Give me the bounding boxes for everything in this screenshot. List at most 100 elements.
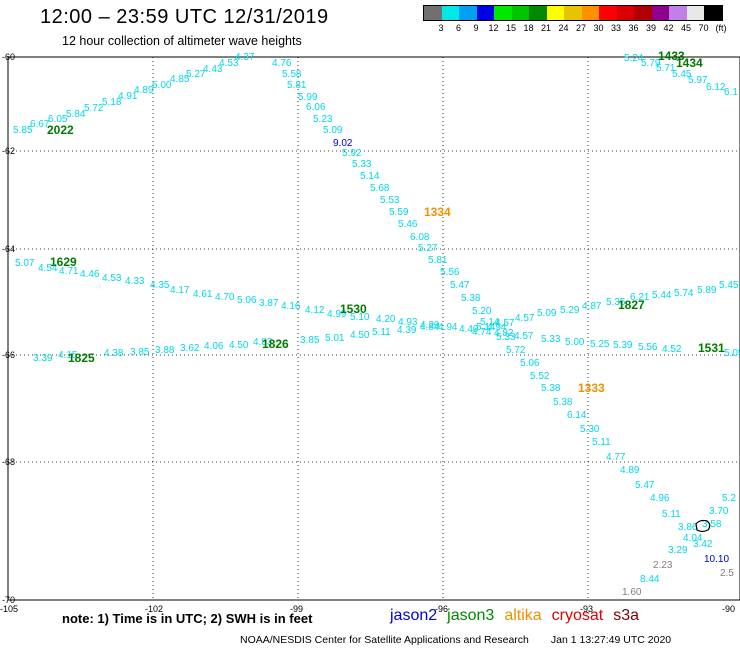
wave-height-label: 3.70 [709, 506, 729, 517]
wave-height-label: 5.11 [662, 509, 681, 520]
pass-time-label: 2022 [47, 123, 74, 137]
wave-height-label: 4.12 [305, 305, 325, 316]
wave-height-label: 5.58 [282, 69, 302, 80]
wave-height-label: 4.38 [104, 348, 124, 359]
wave-height-label: 4.46 [80, 269, 100, 280]
wave-height-label: 4.17 [170, 285, 190, 296]
wave-height-label: 1.60 [622, 587, 642, 598]
wave-height-label: 4.06 [204, 341, 224, 352]
map-frame [7, 56, 740, 601]
legend-tick-label: 42 [663, 23, 674, 33]
wave-height-label: 5.27 [186, 69, 206, 80]
wave-height-label: 10.10 [704, 554, 729, 565]
wave-height-label: 4.57 [514, 331, 534, 342]
color-legend: 3 6 9 12 15 18 21 24 27 30 33 36 39 42 45 70 (ft) [423, 5, 727, 35]
wave-height-label: 5.00 [152, 80, 172, 91]
wave-height-label: 5.35 [606, 297, 626, 308]
wave-height-label: 5.97 [688, 75, 708, 86]
wave-height-label: 4.40 [459, 324, 479, 335]
wave-height-label: 6.06 [306, 102, 326, 113]
wave-height-label: 5.53 [380, 195, 400, 206]
wave-height-label: 4.77 [606, 452, 626, 463]
wave-height-label: 5.30 [580, 424, 600, 435]
wave-height-label: 5.92 [342, 148, 362, 159]
wave-height-label: 5.14 [360, 171, 380, 182]
wave-height-label: 3.85 [300, 335, 320, 346]
credit-text: NOAA/NESDIS Center for Satellite Applica… [240, 634, 529, 646]
wave-height-label: 4.89 [134, 85, 154, 96]
legend-swatch [634, 6, 652, 20]
wave-height-label: 5.25 [590, 339, 610, 350]
wave-height-label: 5.52 [530, 371, 550, 382]
legend-tick-label: 45 [680, 23, 691, 33]
wave-height-label: 3.87 [259, 298, 279, 309]
satellite-name: cryosat [551, 607, 604, 624]
wave-height-label: 3.42 [693, 539, 713, 550]
axis-labels: -60 -62 -64 -66 -68 -70-105 -102 -99 -96 -93 -90 [0, 52, 735, 614]
wave-height-label: 2.5 [720, 568, 734, 579]
pass-time-label: 1826 [262, 337, 289, 351]
pass-time-label: 1433 [658, 49, 685, 63]
wave-height-label: 5.05 [724, 348, 740, 359]
wave-height-label: 2.23 [653, 560, 673, 571]
observation-labels: 5.856.676.055.845.725.184.914.895.004.85… [13, 49, 740, 598]
wave-height-label: 4.39 [397, 325, 417, 336]
wave-height-label: 4.04 [683, 533, 703, 544]
latitude-label: -60 [2, 52, 15, 62]
wave-height-label: 5.74 [674, 288, 694, 299]
wave-height-label: 3.39 [33, 353, 53, 364]
pass-time-label: 1531 [698, 341, 725, 355]
wave-height-label: 4.70 [215, 292, 235, 303]
wave-height-label: 5.68 [370, 183, 390, 194]
wave-height-label: 4.16 [281, 301, 301, 312]
wave-height-label: 5.11 [372, 327, 391, 338]
longitude-label: -93 [580, 604, 593, 614]
wave-height-label: 4.93 [398, 317, 418, 328]
wave-height-label: 4.87 [582, 301, 602, 312]
wave-height-label: 5.2 [722, 493, 736, 504]
satellite-name: jason2 [390, 607, 438, 624]
wave-height-label: 3.86 [678, 522, 698, 533]
wave-height-label: 3.88 [155, 345, 175, 356]
wave-height-label: 5.85 [13, 125, 33, 136]
legend-swatch [686, 6, 704, 20]
wave-height-label: 4.91 [118, 91, 138, 102]
wave-height-label: 4.15 [58, 350, 78, 361]
wave-height-label: 5.89 [697, 285, 717, 296]
wave-height-label: 4.94 [487, 322, 507, 333]
island-outline [695, 519, 711, 533]
legend-tick-label: 70 [698, 23, 709, 33]
units-note: note: 1) Time is in UTC; 2) SWH is in fe… [62, 611, 313, 626]
wave-height-label: 5.46 [398, 219, 418, 230]
wave-height-label: 5.09 [323, 125, 343, 136]
longitude-label: -105 [0, 604, 18, 614]
wave-height-label: 5.33 [352, 159, 372, 170]
legend-swatch [459, 6, 477, 20]
wave-height-label: 4.57 [515, 313, 535, 324]
grid-lines [8, 57, 740, 600]
wave-height-label: 4.94 [438, 322, 458, 333]
wave-height-label: 4.74 [472, 327, 492, 338]
wave-height-label: 4.85 [170, 74, 190, 85]
latitude-label: -66 [2, 350, 15, 360]
wave-height-label: 6.12 [706, 82, 726, 93]
wave-height-label: 9.02 [333, 138, 353, 149]
page-title: 12:00 – 23:59 UTC 12/31/2019 [40, 6, 329, 28]
legend-tick-label: 36 [628, 23, 639, 33]
latitude-label: -68 [2, 457, 15, 467]
wave-height-label: 3.62 [180, 343, 200, 354]
wave-height-label: 4.35 [150, 280, 170, 291]
pass-time-label: 1827 [618, 298, 645, 312]
legend-swatch [704, 6, 722, 20]
legend-swatch [581, 6, 599, 20]
wave-height-label: 4.54 [38, 263, 58, 274]
wave-height-label: 4.84 [420, 322, 440, 333]
wave-height-label: 6.08 [410, 232, 430, 243]
wave-height-label: 5.09 [537, 308, 557, 319]
wave-height-label: 4.96 [650, 493, 670, 504]
pass-time-label: 1334 [424, 205, 451, 219]
wave-height-label: 4.71 [59, 266, 79, 277]
legend-tick-label: 33 [610, 23, 621, 33]
wave-height-label: 4.53 [219, 58, 239, 69]
